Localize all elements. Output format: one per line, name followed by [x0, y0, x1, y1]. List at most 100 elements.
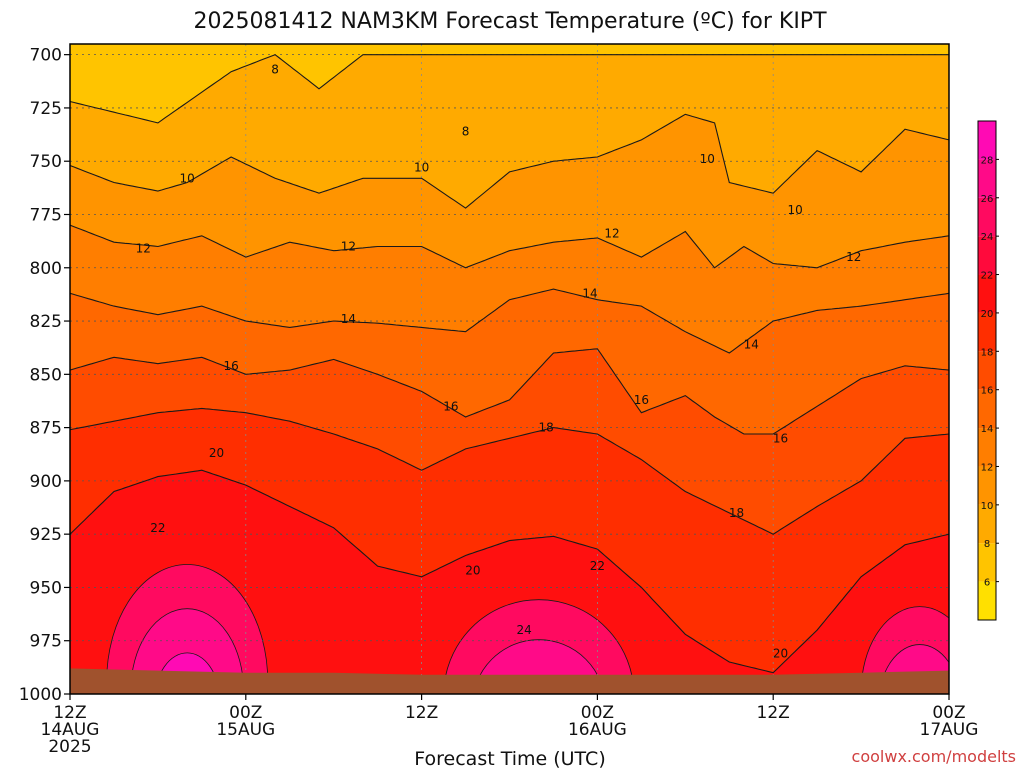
- colorbar-label: 10: [981, 501, 994, 512]
- plot-frame: [69, 43, 950, 695]
- contour-label: 20: [773, 647, 788, 661]
- terrain-surface: [70, 668, 949, 694]
- contour-label: 22: [150, 521, 165, 535]
- contour-label: 22: [590, 559, 605, 573]
- y-tick-label: 775: [30, 205, 62, 225]
- x-tick-label: 00Z: [581, 703, 614, 723]
- contour-line-12: [70, 224, 949, 269]
- contour-label: 18: [538, 421, 553, 435]
- colorbar-label: 20: [981, 309, 994, 320]
- credit-text: coolwx.com/modelts: [852, 747, 1016, 766]
- colorbar-segment: [978, 274, 996, 313]
- plot-area: 8 8 10 10 10 10 12 12 12 12 14 14 14 16 16 16 16 18 18 20 20…: [69, 43, 950, 695]
- colorbar-label: 22: [981, 271, 994, 282]
- x-tick-label: 15AUG: [216, 720, 275, 740]
- contour-label: 10: [700, 152, 715, 166]
- temperature-band: [70, 470, 949, 694]
- contour-lines: [70, 54, 949, 674]
- x-tick-label: 12Z: [757, 703, 790, 723]
- warm-core-band: [154, 652, 220, 694]
- terrain: [70, 668, 949, 694]
- colorbar-segment: [978, 428, 996, 467]
- colorbar-segment: [978, 351, 996, 390]
- contour-label: 14: [582, 286, 597, 300]
- temperature-band: [70, 44, 949, 123]
- colorbar-segment: [978, 543, 996, 582]
- temperature-bands: [70, 44, 949, 694]
- colorbar-segment: [978, 504, 996, 544]
- y-tick-label: 975: [30, 632, 62, 652]
- contour-label: 16: [773, 431, 788, 445]
- colorbar-segment: [978, 581, 996, 620]
- grid-lines: [70, 44, 949, 694]
- colorbar-segment: [978, 389, 996, 429]
- x-tick-label: 00Z: [932, 703, 965, 723]
- colorbar-segment: [978, 236, 996, 275]
- x-tick-label: 14AUG: [41, 720, 100, 740]
- contour-line-16: [70, 348, 949, 435]
- contour-line-14: [70, 288, 949, 354]
- colorbar-label: 26: [981, 194, 994, 205]
- contour-label: 12: [136, 242, 151, 256]
- contour-label: 18: [729, 506, 744, 520]
- contour-line-18: [70, 407, 949, 535]
- colorbar-label: 28: [981, 155, 994, 166]
- contour-labels: 8 8 10 10 10 10 12 12 12 12 14 14 14 16 16 16 16 18 18 20 20…: [136, 63, 862, 661]
- chart-title: 2025081412 NAM3KM Forecast Temperature (…: [193, 9, 827, 34]
- contour-label: 12: [341, 239, 356, 253]
- colorbar-label: 6: [984, 578, 990, 589]
- colorbar-label: 16: [981, 386, 994, 397]
- y-axis: 700 725 750 775 800 825 850 875 900 925 950 975 1000: [19, 46, 70, 705]
- temperature-band: [70, 54, 949, 209]
- contour-label: 8: [462, 124, 470, 138]
- x-tick-label: 12Z: [53, 703, 86, 723]
- colorbar-label: 18: [981, 347, 994, 358]
- x-tick-label: 16AUG: [568, 720, 627, 740]
- contour-label: 14: [341, 312, 356, 326]
- colorbar: 6 8 10 12 14 16 18 20 22 24 26 28: [977, 120, 999, 621]
- x-tick-label: 2025: [48, 737, 91, 757]
- contour-label: 12: [604, 227, 619, 241]
- contour-label: 8: [271, 63, 279, 77]
- colorbar-label: 12: [981, 462, 994, 473]
- x-axis-label: Forecast Time (UTC): [414, 748, 605, 768]
- y-tick-label: 725: [30, 99, 62, 119]
- colorbar-label: 14: [981, 424, 994, 435]
- colorbar-segment: [978, 312, 996, 352]
- contour-label: 12: [846, 250, 861, 264]
- colorbar-segment: [978, 159, 996, 198]
- y-tick-label: 850: [30, 365, 62, 385]
- y-tick-label: 925: [30, 525, 62, 545]
- contour-label: 20: [209, 446, 224, 460]
- contour-label: 20: [465, 563, 480, 577]
- contour-label: 14: [744, 337, 759, 351]
- colorbar-segment: [978, 121, 996, 160]
- contour-label: 10: [180, 171, 195, 185]
- y-tick-label: 900: [30, 472, 62, 492]
- contour-label: 16: [443, 399, 458, 413]
- temperature-band: [70, 225, 949, 353]
- contour-label: 10: [788, 203, 803, 217]
- y-tick-label: 800: [30, 259, 62, 279]
- colorbar-segment: [978, 197, 996, 237]
- contour-line-10: [70, 113, 949, 209]
- contour-label: 16: [224, 359, 239, 373]
- y-tick-label: 1000: [19, 685, 62, 705]
- x-tick-label: 12Z: [405, 703, 438, 723]
- colorbar-frame: [977, 120, 997, 621]
- temperature-band: [70, 289, 949, 434]
- contour-label: 10: [414, 161, 429, 175]
- temperature-band: [70, 114, 949, 268]
- y-tick-label: 700: [30, 46, 62, 66]
- contour-label: 16: [634, 393, 649, 407]
- contour-line-20: [70, 469, 949, 674]
- y-tick-label: 750: [30, 152, 62, 172]
- x-tick-label: 17AUG: [920, 720, 979, 740]
- colorbar-label: 8: [984, 539, 990, 550]
- temperature-band: [70, 348, 949, 535]
- y-tick-label: 825: [30, 312, 62, 332]
- colorbar-label: 24: [981, 232, 994, 243]
- colorbar-segment: [978, 466, 996, 505]
